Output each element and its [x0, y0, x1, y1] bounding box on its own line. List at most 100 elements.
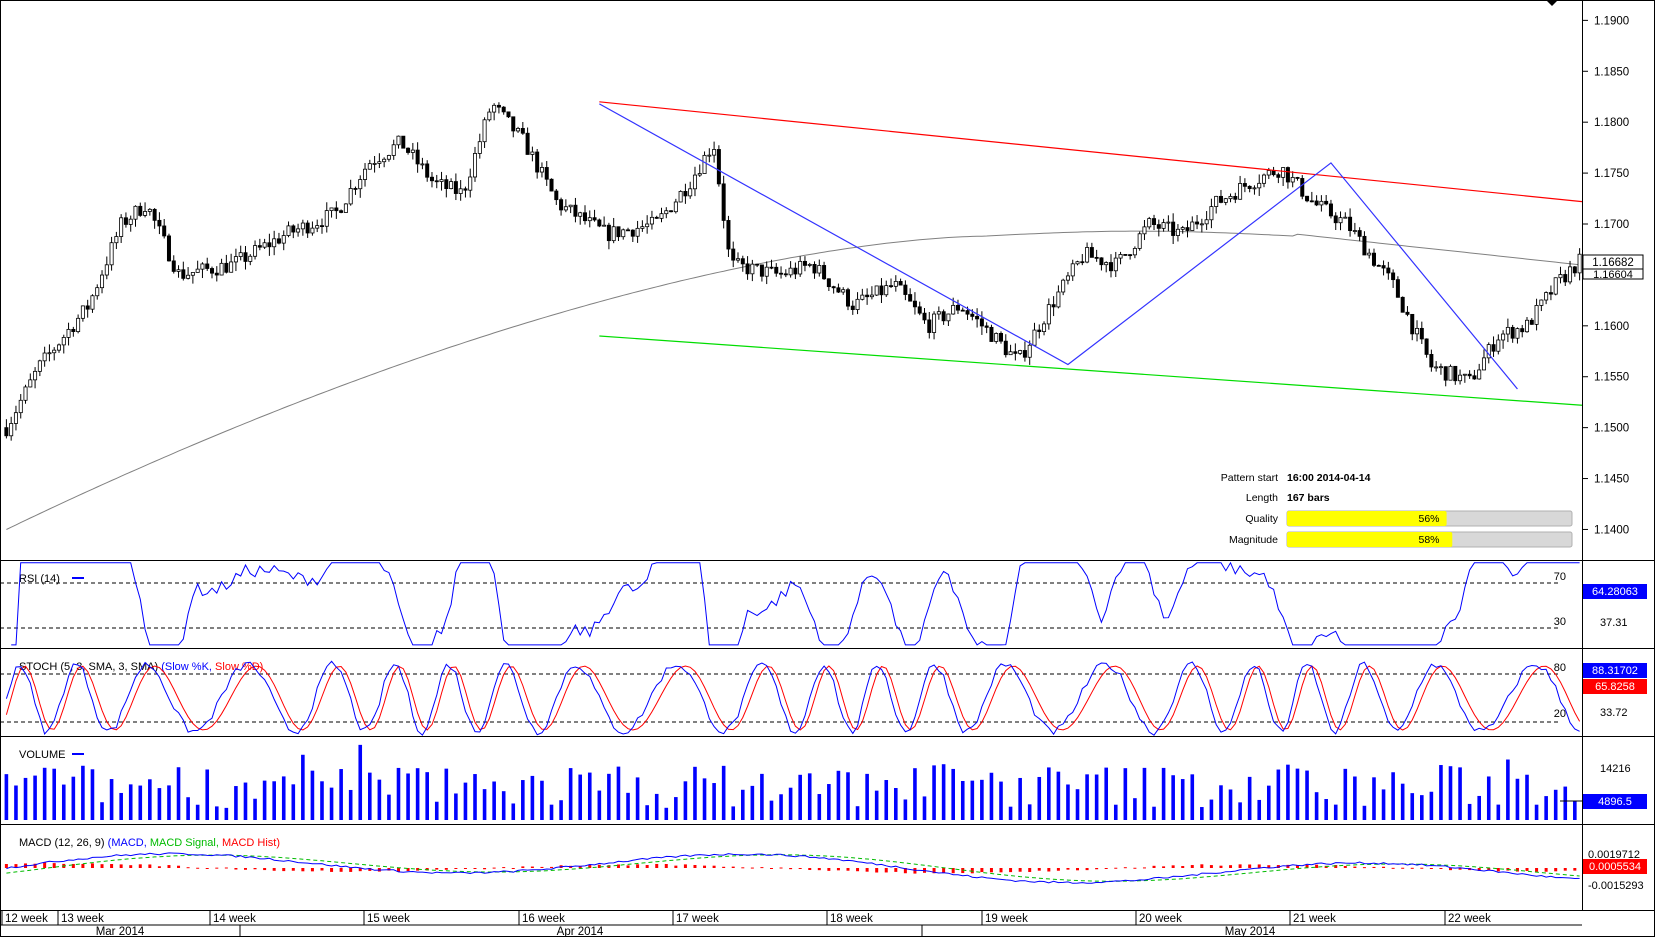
volume-bar-20 [100, 802, 104, 820]
candle-body-281 [1348, 216, 1353, 232]
volume-bar-92 [444, 768, 449, 820]
candle-body-18 [90, 295, 95, 310]
candle-body-248 [1190, 221, 1195, 231]
stoch-panel: STOCH (5, 3, SMA, 3, SMA) (Slow %K, Slow… [19, 661, 1647, 720]
pattern-info: Pattern start 16:00 2014-04-14 Length 16… [1221, 472, 1573, 548]
volume-bar-58 [281, 776, 286, 820]
stoch-level-80: 80 [1554, 662, 1566, 674]
candle-body-191 [917, 306, 922, 314]
macd-hist-bar-98 [473, 868, 477, 869]
macd-hist-bar-124 [597, 864, 601, 868]
macd-hist-bar-90 [435, 868, 439, 870]
candle-body-148 [712, 149, 717, 156]
candle-body-265 [1271, 170, 1276, 176]
volume-bar-82 [396, 767, 401, 820]
macd-hist-bar-236 [1133, 867, 1137, 869]
candle-body-174 [836, 287, 841, 293]
candle-body-63 [305, 222, 310, 234]
candle-body-32 [157, 219, 162, 227]
volume-bar-136 [654, 793, 659, 820]
candle-body-69 [334, 207, 339, 212]
candle-body-29 [143, 211, 148, 216]
volume-bar-60 [291, 784, 296, 820]
current-price-tag: 1.16682 [1592, 257, 1634, 269]
macd-hist-bar-108 [521, 866, 525, 868]
macd-hist-bar-316 [1515, 868, 1519, 872]
macd-hist-bar-46 [224, 867, 228, 869]
macd-hist-bar-212 [1018, 868, 1022, 872]
macd-hist-bar-288 [1382, 866, 1386, 868]
candle-body-142 [683, 191, 688, 197]
candle-body-34 [166, 235, 171, 262]
candle-body-299 [1434, 366, 1439, 369]
volume-bar-22 [109, 779, 114, 820]
candle-body-261 [1252, 187, 1257, 190]
macd-hist-bar-0 [4, 864, 8, 868]
volume-bar-244 [1171, 775, 1175, 820]
macd-hist-bar-86 [416, 868, 420, 871]
macd-hist-bar-176 [846, 868, 850, 871]
macd-hist-bar-122 [588, 865, 592, 868]
volume-bar-326 [1563, 786, 1568, 820]
candle-body-51 [248, 255, 253, 262]
volume-bar-310 [1486, 776, 1491, 820]
candle-body-283 [1357, 230, 1362, 237]
candle-body-300 [1438, 366, 1443, 369]
candle-body-143 [688, 188, 693, 197]
macd-hist-bar-54 [263, 868, 267, 871]
candle-body-72 [348, 188, 353, 205]
macd-hist-bar-48 [234, 868, 238, 870]
candle-body-285 [1367, 252, 1372, 256]
candle-body-303 [1453, 365, 1458, 382]
candle-body-218 [1046, 304, 1051, 325]
candle-body-136 [654, 216, 659, 219]
candle-body-161 [774, 266, 779, 274]
candle-body-230 [1104, 262, 1109, 266]
volume-bar-222 [1066, 784, 1070, 820]
candle-body-326 [1563, 274, 1568, 283]
macd-hist-bar-182 [875, 868, 879, 873]
candle-body-312 [1496, 339, 1501, 352]
volume-bar-148 [712, 783, 716, 820]
candle-body-9 [47, 352, 52, 355]
volume-bar-176 [846, 772, 850, 820]
stoch-k-tag: 88.31702 [1592, 665, 1638, 677]
macd-hist-bar-278 [1334, 865, 1338, 868]
macd-hist-bar-8 [43, 862, 47, 868]
candle-body-44 [214, 272, 219, 276]
macd-hist-bar-26 [129, 865, 133, 868]
candle-body-187 [898, 281, 903, 286]
macd-hist-bar-274 [1315, 864, 1319, 868]
macd-hist-bar-300 [1439, 868, 1443, 869]
macd-hist-bar-296 [1420, 867, 1424, 869]
volume-bar-88 [425, 772, 429, 820]
macd-hist-bar-130 [626, 865, 630, 868]
scroll-marker-icon[interactable] [1546, 0, 1558, 6]
volume-bar-146 [702, 778, 707, 820]
volume-bar-164 [788, 787, 793, 820]
volume-bar-102 [492, 781, 496, 820]
candle-body-206 [989, 326, 994, 342]
candle-body-213 [1022, 350, 1027, 358]
candle-body-112 [539, 167, 544, 173]
x-axis: 12 week 13 week 14 week 15 week 16 week 17 we… [0, 910, 1582, 938]
volume-bar-264 [1266, 785, 1271, 820]
candle-body-215 [1032, 329, 1037, 346]
volume-bar-110 [530, 775, 535, 820]
candle-body-269 [1290, 177, 1295, 183]
volume-bar-288 [1381, 789, 1386, 820]
macd-hist-bar-2 [14, 864, 18, 868]
candle-body-71 [343, 203, 348, 213]
candle-body-83 [401, 135, 406, 149]
candle-body-61 [296, 228, 301, 233]
macd-hist-bar-34 [167, 865, 171, 868]
macd-hist-bar-156 [750, 867, 754, 869]
candle-body-232 [1113, 257, 1118, 272]
volume-bar-72 [348, 789, 353, 820]
volume-bar-312 [1496, 804, 1501, 820]
volume-bar-4 [23, 777, 28, 820]
volume-bar-206 [989, 772, 994, 820]
candle-body-186 [893, 281, 898, 287]
candle-body-123 [592, 217, 597, 221]
macd-hist-bar-310 [1487, 868, 1491, 870]
